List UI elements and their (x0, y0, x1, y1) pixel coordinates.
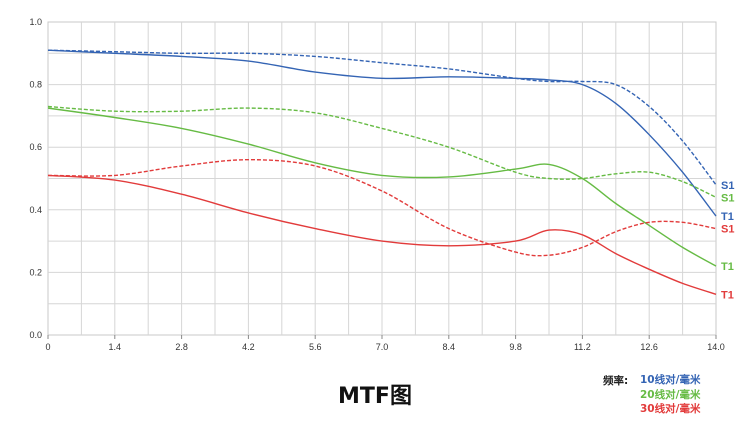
end-label-10-t: T1 (721, 211, 734, 223)
legend-entry-30: 30线对/毫米 (640, 403, 701, 415)
x-tick-label: 8.4 (443, 342, 456, 352)
series-lines (47, 49, 717, 295)
chart-title: MTF图 (338, 384, 412, 409)
legend-header: 频率: (603, 375, 629, 387)
x-axis-ticks: 0 1.4 2.8 4.2 5.6 7.0 8.4 9.8 11.2 12.6 14.0 (45, 335, 725, 352)
x-tick-label: 1.4 (109, 342, 122, 352)
series-line-30-t (47, 174, 717, 295)
end-label-30-t: T1 (721, 289, 734, 301)
series-line-30-s (47, 158, 717, 257)
x-tick-label: 5.6 (309, 342, 322, 352)
x-tick-label: 14.0 (707, 342, 725, 352)
y-tick-label: 0.4 (29, 205, 42, 215)
y-tick-label: 0.2 (29, 267, 42, 277)
legend-entries: 10线对/毫米 20线对/毫米 30线对/毫米 (640, 373, 700, 417)
y-tick-label: 0.6 (29, 142, 42, 152)
x-tick-label: 0 (45, 342, 50, 352)
x-tick-label: 2.8 (175, 342, 188, 352)
x-tick-label: 9.8 (509, 342, 522, 352)
y-tick-label: 0.0 (29, 330, 42, 340)
series-line-10-s (47, 49, 717, 186)
legend-entry-10: 10线对/毫米 (640, 374, 701, 386)
end-label-20-s: S1 (721, 192, 734, 204)
y-tick-label: 0.8 (29, 80, 42, 90)
x-tick-label: 7.0 (376, 342, 389, 352)
x-tick-label: 12.6 (640, 342, 658, 352)
grid-lines (47, 21, 717, 336)
y-axis-ticks: 0.0 0.2 0.4 0.6 0.8 1.0 (29, 17, 42, 340)
series-line-10-t (47, 49, 717, 217)
y-tick-label: 1.0 (29, 17, 42, 27)
x-tick-label: 11.2 (574, 342, 591, 352)
end-label-30-s: S1 (721, 224, 734, 236)
legend-entry-20: 20线对/毫米 (640, 388, 701, 401)
end-label-10-s: S1 (721, 180, 734, 192)
series-line-20-s (47, 105, 717, 198)
end-label-20-t: T1 (721, 261, 734, 273)
series-line-20-t (47, 107, 717, 267)
x-tick-label: 4.2 (242, 342, 255, 352)
